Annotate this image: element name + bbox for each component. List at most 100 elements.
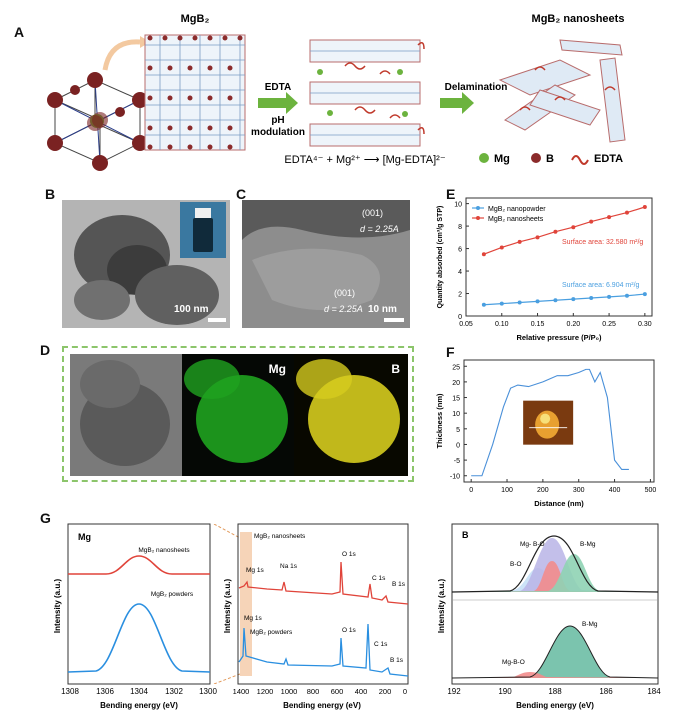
unit-cell <box>47 72 148 171</box>
g2-peak-label: B 1s <box>392 581 406 588</box>
panel-letter-e: E <box>446 186 456 202</box>
chart-f-ylabel: Thickness (nm) <box>435 393 444 449</box>
g2-peak-label: C 1s <box>374 641 388 648</box>
g2-ylabel: Intensity (a.u.) <box>223 579 232 634</box>
chart-e-ytick-label: 0 <box>458 314 462 321</box>
g3-top-envelope <box>451 535 659 593</box>
lattice-label-top: (001) <box>362 208 384 218</box>
g2-peak-label: C 1s <box>372 575 386 582</box>
legend-mg: Mg <box>494 153 510 165</box>
g3-label: B-O <box>510 561 522 568</box>
chart-e-xlabel: Relative pressure (P/P₀) <box>516 333 602 342</box>
g2-xtick: 600 <box>331 687 344 696</box>
g3-label: B-Mg <box>582 621 598 628</box>
g2-xlabel: Bending energy (eV) <box>283 701 361 710</box>
arrow-ph-label: pH <box>271 115 284 126</box>
panel-letter-f: F <box>446 344 455 360</box>
g1-xtick: 1302 <box>165 687 183 696</box>
chart-e-frame <box>465 197 653 317</box>
chart-e-point <box>589 219 594 224</box>
chart-e-point <box>553 229 558 234</box>
chart-e-ytick-label: 8 <box>458 224 462 231</box>
chart-f-xtick-label: 400 <box>609 487 621 494</box>
panel-letter-b: B <box>45 186 56 202</box>
lattice-label-bottom: (001) <box>334 288 356 298</box>
g1-label-powders: MgB₂ powders <box>151 591 194 598</box>
chart-f-profile-line <box>471 368 629 477</box>
tem-image-b: 100 nm <box>62 200 230 328</box>
g1-label-nanosheets: MgB₂ nanosheets <box>138 547 190 554</box>
panel-letter-d: D <box>40 342 51 358</box>
g2-peak-label: Mg 1s <box>244 615 262 622</box>
chart-e-point <box>481 252 486 257</box>
chart-e-point <box>499 301 504 306</box>
arrow-modulation-label: modulation <box>251 127 305 138</box>
chart-f-ytick-label: -5 <box>454 458 460 465</box>
chart-f-xtick-label: 500 <box>645 487 657 494</box>
chart-e-series-line <box>483 293 645 306</box>
chart-g2-survey-xps: MgB₂ nanosheets Mg 1s Na 1s O 1s C 1s B … <box>223 523 409 710</box>
chart-e-point <box>535 235 540 240</box>
panel-letter-g: G <box>40 510 51 526</box>
g2-label-nanosheets: MgB₂ nanosheets <box>254 533 306 540</box>
chart-f-xtick-label: 100 <box>501 487 513 494</box>
tem-image-b-content <box>74 215 219 325</box>
panel-letter-a: A <box>14 24 25 40</box>
g1-xtick: 1300 <box>199 687 217 696</box>
legend-edta: EDTA <box>594 153 623 165</box>
g3-xlabel: Bending energy (eV) <box>516 701 594 710</box>
reaction-equation: EDTA⁴⁻ + Mg²⁺ ⟶ [Mg-EDTA]²⁻ <box>284 154 445 166</box>
scale-bar-b <box>208 318 226 322</box>
chart-e-xtick-label: 0.30 <box>638 321 652 328</box>
nanosheets-title: MgB₂ nanosheets <box>532 13 625 25</box>
chart-e-point <box>624 210 629 215</box>
chart-e-point <box>642 292 647 297</box>
g1-xtick: 1308 <box>61 687 79 696</box>
chart-e-xtick-label: 0.20 <box>566 321 580 328</box>
chart-e-xtick-label: 0.10 <box>495 321 509 328</box>
mgb2-lattice <box>144 34 246 151</box>
legend-b: B <box>546 153 554 165</box>
chart-e-annotation-sheets: Surface area: 32.580 m²/g <box>562 239 643 246</box>
chart-e-point <box>553 298 558 303</box>
scale-label-c: 10 nm <box>368 304 397 315</box>
chart-e-point <box>589 296 594 301</box>
expanded-lattice <box>309 39 425 147</box>
chart-f-xtick-label: 0 <box>469 487 473 494</box>
g2-xtick: 0 <box>403 687 407 696</box>
chart-e-point <box>624 293 629 298</box>
g2-peak-label: O 1s <box>342 551 356 558</box>
g3-ylabel: Intensity (a.u.) <box>437 579 446 634</box>
mgb2-title: MgB₂ <box>181 13 210 25</box>
chart-f-ytick-label: 10 <box>452 411 460 418</box>
chart-f-frame <box>463 359 655 483</box>
hrtem-image-c: (001) d = 2.25A (001) d = 2.25A 10 nm <box>242 200 410 328</box>
chart-f-ytick-label: 0 <box>456 442 460 449</box>
eds-tem-image <box>70 354 182 476</box>
chart-e-point <box>517 239 522 244</box>
g2-peak-label: B 1s <box>390 657 404 664</box>
g3-bottom-bmg-component <box>452 626 658 678</box>
chart-e-ylabel: Quantity absorbed (cm³/g STP) <box>437 206 444 309</box>
chart-f-xtick-label: 200 <box>537 487 549 494</box>
chart-e-legend-label: MgB₂ nanopowder <box>488 206 546 213</box>
chart-e-legend-label: MgB₂ nanosheets <box>488 216 544 223</box>
chart-e-xtick-label: 0.05 <box>459 321 473 328</box>
scale-bar-c <box>384 318 404 322</box>
hrtem-image-c-content <box>242 200 410 328</box>
nanosheets-illustration <box>498 39 626 143</box>
g1-powder-curve <box>67 603 211 673</box>
g2-xtick: 1200 <box>257 687 274 696</box>
chart-e-xtick-label: 0.15 <box>531 321 545 328</box>
edta-legend-marker <box>571 155 589 165</box>
eds-frame: Mg B <box>62 346 414 482</box>
b-legend-marker <box>531 153 541 163</box>
mg-legend-marker <box>479 153 489 163</box>
chart-e-point <box>481 302 486 307</box>
panel-a: A <box>0 0 677 175</box>
chart-e-isotherm: 0 2 4 6 8 10 0.05 0.10 0.15 0.20 0.25 0.30 MgB₂ nano… <box>437 197 653 342</box>
chart-e-point <box>571 297 576 302</box>
chart-g3-b-xps: B Mg- B-O B-Mg B-O Mg-B-O B-Mg Intensity… <box>437 523 661 710</box>
g2-xtick: 1400 <box>233 687 250 696</box>
chart-e-point <box>535 299 540 304</box>
